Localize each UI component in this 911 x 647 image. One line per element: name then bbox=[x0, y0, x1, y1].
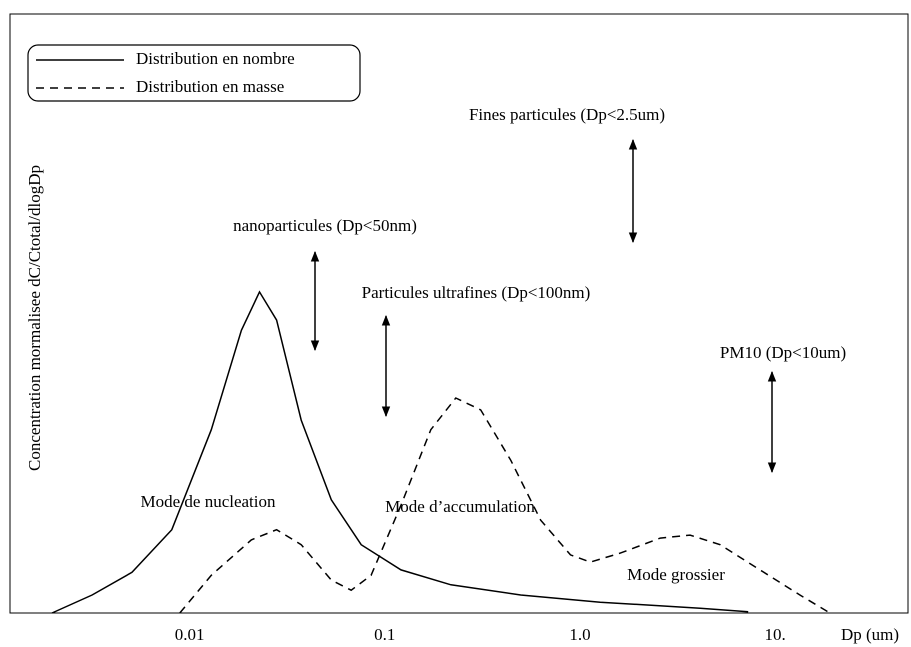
series-line bbox=[179, 397, 831, 614]
x-tick-label: 10. bbox=[764, 625, 785, 644]
annotation: PM10 (Dp<10um) bbox=[720, 343, 846, 362]
legend-box bbox=[27, 44, 361, 102]
annotation: Fines particules (Dp<2.5um) bbox=[469, 105, 665, 124]
annotation: Mode de nucleation bbox=[140, 492, 276, 511]
series-line bbox=[51, 290, 749, 614]
x-tick-label: 0.01 bbox=[175, 625, 205, 644]
plot-frame bbox=[9, 13, 909, 614]
legend-label: Distribution en masse bbox=[136, 77, 284, 96]
annotation: nanoparticules (Dp<50nm) bbox=[233, 216, 417, 235]
legend-label: Distribution en nombre bbox=[136, 49, 295, 68]
x-tick-label: 1.0 bbox=[569, 625, 590, 644]
y-axis-label: Concentration mormalisee dC/Ctotal/dlogD… bbox=[25, 165, 44, 471]
annotation: Mode d’accumulation bbox=[385, 497, 535, 516]
x-tick-label: 0.1 bbox=[374, 625, 395, 644]
x-axis-label: Dp (um) bbox=[841, 625, 899, 644]
annotation: Particules ultrafines (Dp<100nm) bbox=[362, 283, 591, 302]
annotation: Mode grossier bbox=[627, 565, 725, 584]
